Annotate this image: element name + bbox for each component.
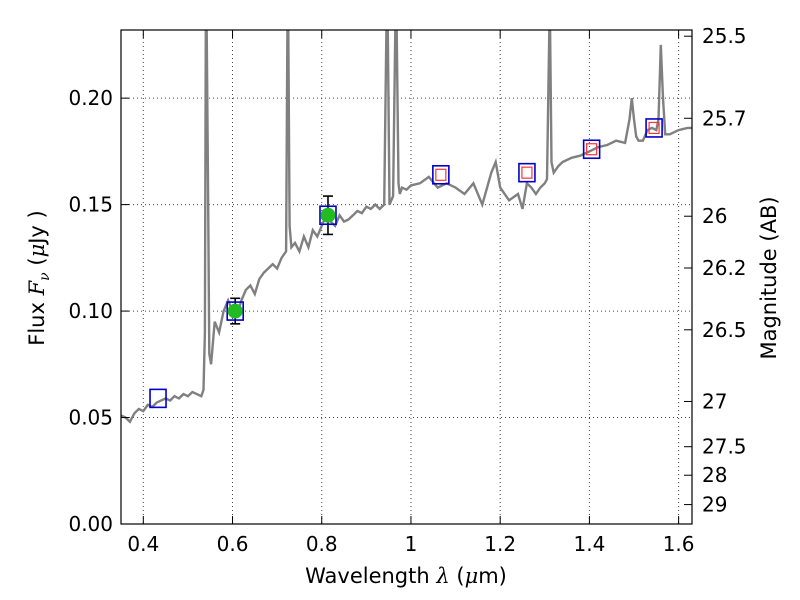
photometry-markers: [149, 118, 663, 409]
y-axis-unit-open: (: [25, 257, 49, 272]
model-inner-marker: [435, 168, 447, 181]
photometry-point-detected: [319, 195, 337, 236]
x-tick-label: 1.6: [663, 532, 695, 556]
y-axis-symbol: F: [25, 279, 49, 296]
model-box-marker: [226, 301, 244, 321]
x-axis-unit-rest: m): [478, 564, 507, 588]
y-axis-title-text: Flux: [25, 302, 49, 346]
model-inner-marker: [586, 143, 598, 156]
magnitude-ticks: 25.5 25.7 26 26.2 26.5 27 27.5 28 29: [684, 24, 747, 517]
x-axis-unit-mu: μ: [465, 564, 479, 588]
x-tick-label: 1.4: [573, 532, 605, 556]
model-box-marker: [149, 388, 167, 409]
photometry-point-model: [432, 164, 450, 185]
y-tick-label: 0.00: [68, 512, 113, 536]
magnitude-tick-label: 26.5: [702, 318, 747, 342]
y-axis-unit-mu: μ: [25, 244, 49, 258]
x-tick-label: 1.2: [484, 532, 516, 556]
magnitude-tick-label: 29: [702, 493, 727, 517]
photometry-point-model: [645, 118, 663, 138]
photometry-point-observed-upper: [149, 388, 167, 409]
plot-area: [121, 30, 692, 424]
y2-axis-title: Magnitude (AB): [757, 196, 781, 359]
model-box-marker: [432, 164, 450, 185]
x-tick-label: 1: [405, 532, 418, 556]
model-box-marker: [518, 162, 536, 183]
x-axis-title-text: Wavelength: [305, 564, 430, 588]
y-axis-title: Flux Fν (μJy ): [25, 210, 53, 345]
x-tick-label: 0.4: [127, 532, 159, 556]
magnitude-tick-label: 25.5: [702, 24, 747, 48]
detected-circle-marker: [227, 303, 243, 319]
detected-circle-marker: [320, 207, 336, 223]
y-axis-subscript: ν: [37, 272, 53, 281]
y-tick-label: 0.15: [68, 193, 113, 217]
photometry-point-detected: [226, 297, 244, 325]
model-box-marker: [582, 139, 601, 160]
magnitude-tick-label: 28: [702, 463, 727, 487]
magnitude-tick-label: 26.2: [702, 256, 747, 280]
model-box-marker: [319, 205, 337, 226]
plot-frame: [120, 29, 693, 525]
photometry-point-model: [518, 162, 536, 183]
photometry-point-model: [582, 139, 601, 160]
y-axis-unit-rest: Jy ): [25, 210, 49, 246]
magnitude-tick-label: 27: [702, 389, 727, 413]
y-tick-label: 0.20: [68, 86, 113, 110]
y-ticks: 0.00 0.05 0.10 0.15 0.20: [68, 86, 129, 536]
y-tick-label: 0.05: [68, 406, 113, 430]
x-tick-label: 0.8: [306, 532, 338, 556]
x-ticks: 0.4 0.6 0.8 1 1.2 1.4 1.6: [127, 30, 695, 556]
model-box-marker: [645, 118, 663, 138]
magnitude-tick-label: 25.7: [702, 106, 747, 130]
model-inner-marker: [648, 121, 660, 135]
model-inner-marker: [521, 166, 533, 179]
spectrum-line: [121, 30, 692, 424]
x-axis-unit-open: (: [450, 564, 465, 588]
magnitude-tick-label: 26: [702, 204, 727, 228]
x-axis-title: Wavelength λ (μm): [305, 564, 507, 588]
x-tick-label: 0.6: [217, 532, 249, 556]
magnitude-tick-label: 27.5: [702, 435, 747, 459]
y-tick-label: 0.10: [68, 299, 113, 323]
x-axis-symbol: λ: [435, 564, 449, 588]
